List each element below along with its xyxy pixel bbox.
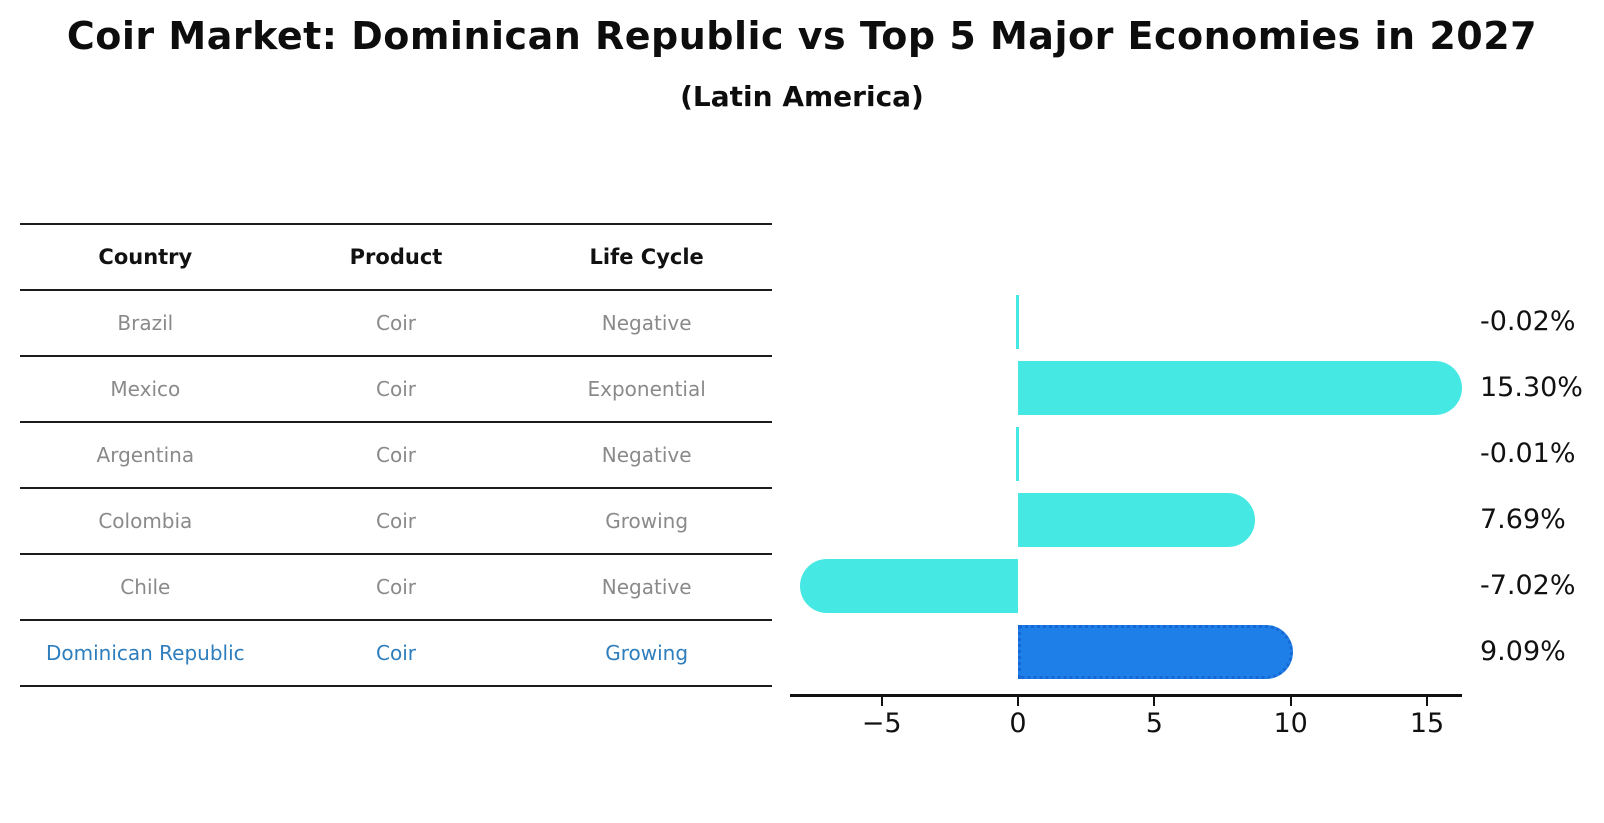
bar-dominican-republic	[1018, 625, 1293, 679]
column-header-product: Product	[349, 245, 443, 269]
chart-subtitle: (Latin America)	[680, 80, 924, 113]
cell-country: Brazil	[117, 311, 174, 335]
x-tick-label-5: 5	[1145, 708, 1163, 739]
x-tick-label-0: 0	[1009, 708, 1027, 739]
value-label-chile: -7.02%	[1480, 570, 1576, 601]
value-label-colombia: 7.69%	[1480, 504, 1566, 535]
x-tick-mark-15	[1426, 697, 1429, 706]
bar-mexico	[1018, 361, 1463, 415]
cell-product: Coir	[376, 377, 416, 401]
column-header-country: Country	[98, 245, 193, 269]
cell-life-cycle: Negative	[601, 443, 692, 467]
table-row: Argentina Coir Negative	[20, 421, 772, 487]
x-tick-label-10: 10	[1273, 708, 1308, 739]
cell-country: Chile	[120, 575, 171, 599]
cell-product: Coir	[376, 443, 416, 467]
cell-product: Coir	[376, 311, 416, 335]
cell-product: Coir	[376, 641, 416, 665]
x-axis-line	[790, 694, 1462, 697]
x-tick-mark-5	[1153, 697, 1156, 706]
value-label-argentina: -0.01%	[1480, 438, 1576, 469]
cell-life-cycle: Negative	[601, 311, 692, 335]
value-label-dominican-republic: 9.09%	[1480, 636, 1566, 667]
cell-country: Colombia	[98, 509, 193, 533]
country-table: Country Product Life Cycle Brazil Coir N…	[20, 223, 772, 687]
value-label-mexico: 15.30%	[1480, 372, 1583, 403]
x-tick-mark-−5	[880, 697, 883, 706]
cell-life-cycle: Growing	[605, 641, 689, 665]
cell-country: Mexico	[110, 377, 181, 401]
chart-title: Coir Market: Dominican Republic vs Top 5…	[66, 14, 1538, 58]
value-label-brazil: -0.02%	[1480, 306, 1576, 337]
x-tick-label-−5: −5	[861, 708, 902, 739]
cell-life-cycle: Negative	[601, 575, 692, 599]
table-row: Dominican Republic Coir Growing	[20, 619, 772, 685]
cell-product: Coir	[376, 509, 416, 533]
x-tick-label-15: 15	[1409, 708, 1445, 739]
column-header-life-cycle: Life Cycle	[589, 245, 704, 269]
bar-colombia	[1018, 493, 1255, 547]
table-row: Colombia Coir Growing	[20, 487, 772, 553]
cell-country: Argentina	[96, 443, 195, 467]
cell-life-cycle: Growing	[605, 509, 689, 533]
x-tick-mark-0	[1017, 697, 1019, 706]
table-row: Brazil Coir Negative	[20, 289, 772, 355]
table-row: Chile Coir Negative	[20, 553, 772, 619]
cell-life-cycle: Exponential	[587, 377, 706, 401]
table-header-row: Country Product Life Cycle	[20, 223, 772, 289]
bar-chile	[799, 559, 1018, 613]
bar-brazil	[1015, 295, 1019, 349]
table-row: Mexico Coir Exponential	[20, 355, 772, 421]
x-tick-mark-10	[1289, 697, 1292, 706]
cell-product: Coir	[376, 575, 416, 599]
cell-country: Dominican Republic	[45, 641, 245, 665]
bar-argentina	[1015, 427, 1019, 481]
